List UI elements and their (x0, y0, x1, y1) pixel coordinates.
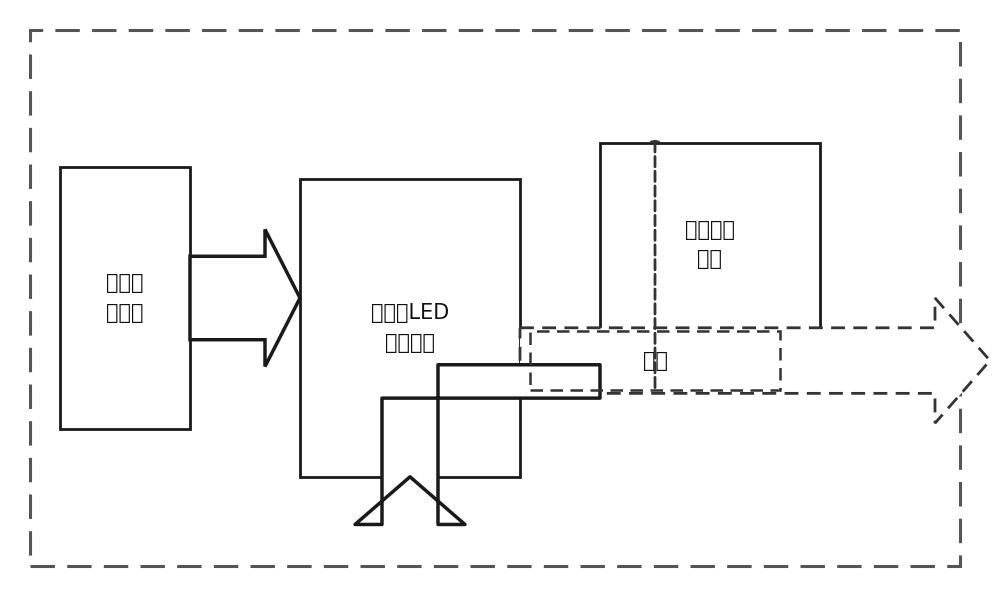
Polygon shape (190, 229, 300, 367)
Bar (60, 167, 190, 429)
Text: 光纤: 光纤 (642, 350, 668, 371)
Bar (600, 143, 820, 346)
Polygon shape (520, 298, 990, 423)
Polygon shape (355, 365, 600, 524)
Bar (530, 331, 780, 390)
Text: 光源控
制模块: 光源控 制模块 (106, 273, 144, 323)
Text: 光源反馈
模块: 光源反馈 模块 (685, 219, 735, 269)
Bar (300, 179, 520, 477)
Text: 多波长LED
恒流模块: 多波长LED 恒流模块 (371, 303, 449, 353)
